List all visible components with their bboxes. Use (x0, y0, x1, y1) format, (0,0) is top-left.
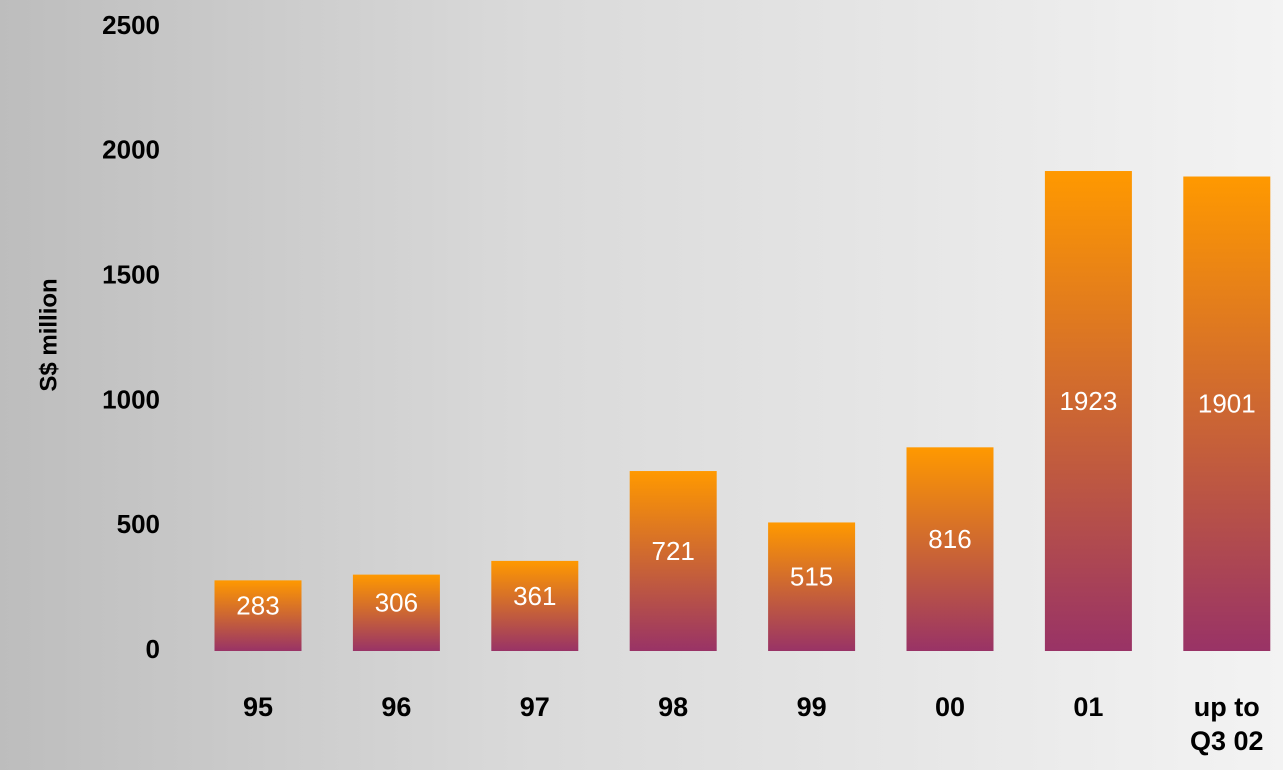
y-tick-label: 1000 (102, 384, 160, 414)
value-label: 1923 (1059, 386, 1117, 416)
x-tick-label: 00 (934, 692, 966, 722)
value-label: 721 (652, 536, 695, 566)
x-tick-label: up to Q3 02 (1190, 692, 1264, 756)
value-label: 1901 (1198, 389, 1256, 419)
value-label: 306 (375, 588, 418, 618)
y-tick-label: 2500 (102, 10, 160, 40)
bar (491, 560, 579, 651)
value-label: 515 (790, 562, 833, 592)
x-tick-label: 96 (381, 692, 412, 722)
bar (1044, 171, 1132, 651)
value-label: 283 (236, 591, 279, 621)
bar (352, 574, 440, 651)
x-tick-label: 99 (796, 692, 827, 722)
y-tick-label: 2000 (102, 135, 160, 165)
y-tick-label: 1500 (102, 259, 160, 289)
bar (906, 447, 994, 651)
bar (1183, 176, 1271, 651)
y-tick-label: 0 (146, 634, 160, 664)
y-tick-label: 500 (117, 509, 160, 539)
bar (214, 580, 302, 651)
bar (768, 522, 856, 651)
x-tick-label: 95 (242, 692, 274, 722)
x-tick-label: 98 (658, 692, 689, 722)
x-tick-label: 97 (519, 692, 550, 722)
value-label: 361 (513, 581, 556, 611)
bar (629, 471, 717, 651)
value-label: 816 (928, 524, 971, 554)
x-tick-label: 01 (1073, 692, 1104, 722)
y-axis-label: S$ million (35, 278, 62, 391)
